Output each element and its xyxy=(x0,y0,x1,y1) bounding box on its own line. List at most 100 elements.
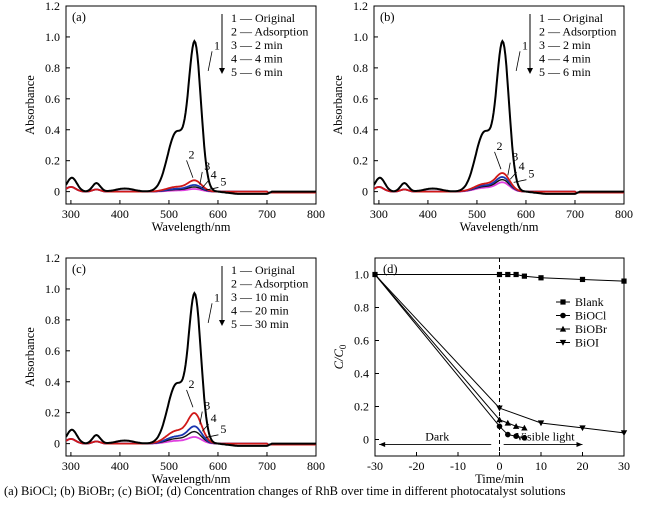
series-bioi-point xyxy=(537,420,545,427)
legend-entry: 1 — Original xyxy=(539,11,604,25)
curve-label: 3 xyxy=(204,399,210,413)
curve-label: 4 xyxy=(211,167,217,181)
y-tick-label: 0.6 xyxy=(353,92,368,106)
curve-leader-line xyxy=(507,162,511,176)
y-tick-label: 0.6 xyxy=(354,334,369,348)
x-tick-label: 20 xyxy=(577,459,589,473)
legend-entry: 5 — 6 min xyxy=(539,65,591,79)
x-tick-label: 600 xyxy=(209,459,227,473)
y-tick-label: 1.2 xyxy=(45,0,60,13)
x-tick-label: 400 xyxy=(111,459,129,473)
curve-leader-line xyxy=(186,160,194,178)
series-biocl-point xyxy=(521,435,528,441)
legend-entry: 1 — Original xyxy=(231,11,296,25)
y-tick-label: 0 xyxy=(363,433,369,447)
legend-marker xyxy=(559,339,567,346)
x-tick-label: 500 xyxy=(160,459,178,473)
legend-entry: BiOCl xyxy=(575,309,607,323)
curve-label: 3 xyxy=(512,150,518,164)
panel-label: (a) xyxy=(72,10,86,24)
y-tick-label: 0.4 xyxy=(353,123,368,137)
legend-entry: 2 — Adsorption xyxy=(231,277,308,291)
y-tick-label: 0.4 xyxy=(45,375,60,389)
y-tick-label: 0.6 xyxy=(45,92,60,106)
series-biobr-point xyxy=(496,416,503,423)
series-original-line xyxy=(374,39,624,195)
series-blank-point xyxy=(521,273,527,279)
x-tick-label: 30 xyxy=(618,459,630,473)
y-tick-label: 0 xyxy=(362,185,368,199)
series-biocl-point xyxy=(513,433,519,440)
y-tick-label: 0.4 xyxy=(354,367,369,381)
y-tick-label: 0 xyxy=(54,437,60,451)
visible-arrow-head xyxy=(576,441,583,447)
x-tick-label: 10 xyxy=(535,459,547,473)
legend-arrow-head xyxy=(219,68,225,74)
x-tick-label: 800 xyxy=(307,459,325,473)
series-biobr-line xyxy=(374,274,525,429)
y-axis-title: Absorbance xyxy=(23,327,37,387)
y-tick-label: 1.0 xyxy=(45,282,60,296)
y-axis-title: Absorbance xyxy=(23,75,37,135)
y-tick-label: 0 xyxy=(54,185,60,199)
curve-leader-line xyxy=(201,180,209,189)
curve-label: 1 xyxy=(214,290,220,304)
curve-leader-line xyxy=(199,411,203,425)
x-tick-label: 500 xyxy=(160,207,178,221)
curve-leader-line xyxy=(515,51,521,72)
y-axis-title-sub: 0 xyxy=(338,344,348,349)
curve-label: 4 xyxy=(211,411,217,425)
series-blank-point xyxy=(538,275,544,281)
plot-frame xyxy=(373,5,625,205)
legend-entry: 4 — 4 min xyxy=(231,52,283,66)
legend-entry: 3 — 10 min xyxy=(231,290,289,304)
y-tick-label: 0.8 xyxy=(353,61,368,75)
figure-caption: (a) BiOCl; (b) BiOBr; (c) BiOI; (d) Conc… xyxy=(4,484,566,498)
y-tick-label: 1.2 xyxy=(353,0,368,13)
curve-label: 2 xyxy=(189,377,195,391)
legend-entry: 5 — 6 min xyxy=(231,65,283,79)
x-tick-label: 700 xyxy=(258,207,276,221)
series-original-line xyxy=(66,291,316,447)
curve-label: 5 xyxy=(220,422,226,436)
legend-entry: BiOBr xyxy=(575,322,607,336)
curve-label: 5 xyxy=(220,174,226,188)
y-tick-label: 0.4 xyxy=(45,123,60,137)
legend-marker xyxy=(560,299,566,305)
curve-label: 2 xyxy=(497,139,503,153)
y-tick-label: 0.2 xyxy=(45,406,60,420)
curve-leader-line xyxy=(513,179,527,183)
y-axis-title: C/C0 xyxy=(332,344,348,369)
series-blank-point xyxy=(496,271,503,278)
legend-entry: 3 — 2 min xyxy=(539,38,591,52)
legend-entry: 2 — Adsorption xyxy=(231,25,308,39)
y-axis-title: Absorbance xyxy=(331,75,345,135)
x-axis-title: Time/min xyxy=(475,472,525,486)
curve-label: 1 xyxy=(214,38,220,52)
series-biocl-point xyxy=(505,431,511,438)
y-tick-label: 1.0 xyxy=(354,268,369,282)
series-biobr-point xyxy=(504,419,511,426)
panel-label: (c) xyxy=(72,262,86,276)
curve-leader-line xyxy=(207,51,213,72)
x-tick-label: -10 xyxy=(450,459,466,473)
y-tick-label: 1.0 xyxy=(45,30,60,44)
x-axis-title: Wavelength/nm xyxy=(152,220,231,234)
x-tick-label: 400 xyxy=(419,207,437,221)
x-tick-label: 800 xyxy=(307,207,325,221)
x-axis-title: Wavelength/nm xyxy=(460,220,539,234)
series-blank-point xyxy=(621,278,627,284)
x-tick-label: -30 xyxy=(367,459,383,473)
panel-b: 300 400 500 600 700 800 0 0.2 0.4 0.6 0.8 1.0 1.2 Wav… xyxy=(331,0,633,234)
y-tick-label: 0.6 xyxy=(45,344,60,358)
legend-entry: 4 — 20 min xyxy=(231,304,289,318)
panel-d: -30 -20 -10 0 10 20 30 0 0.2 0.4 0.6 0.8 1.0 Time/min… xyxy=(332,257,630,486)
legend-entry: 1 — Original xyxy=(231,263,296,277)
x-tick-label: 600 xyxy=(209,207,227,221)
y-tick-label: 1.2 xyxy=(45,251,60,265)
series-bioi-point xyxy=(620,430,628,437)
plot-frame xyxy=(65,5,317,205)
curve-leader-line xyxy=(494,151,502,170)
y-tick-label: 0.8 xyxy=(45,313,60,327)
